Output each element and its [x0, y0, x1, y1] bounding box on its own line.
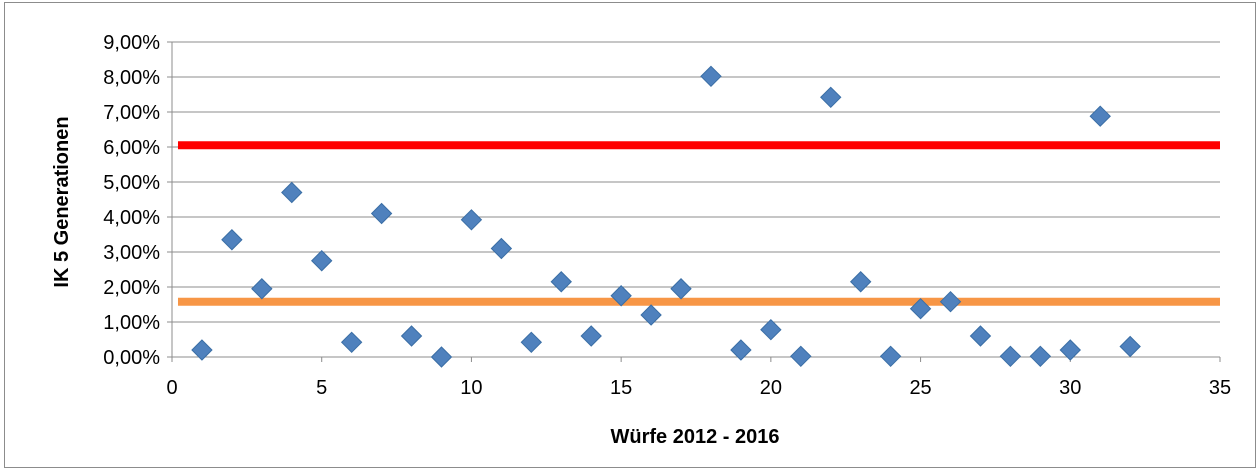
data-point-1 — [191, 339, 213, 361]
data-point-10 — [460, 209, 483, 231]
data-point-30 — [1059, 339, 1081, 361]
data-point-27 — [969, 325, 992, 347]
x-tick-label-6: 30 — [1059, 377, 1081, 399]
chart-frame — [4, 2, 1256, 468]
x-tick-label-2: 10 — [460, 377, 482, 399]
x-tick-label-5: 25 — [909, 377, 931, 399]
data-point-11 — [490, 237, 513, 260]
x-tick-label-0: 0 — [166, 377, 177, 399]
data-point-20 — [760, 318, 782, 341]
y-tick-label-5: 5,00% — [103, 172, 160, 194]
data-point-8 — [400, 325, 423, 347]
data-point-21 — [790, 345, 812, 368]
data-point-19 — [730, 339, 752, 361]
y-tick-label-1: 1,00% — [103, 312, 160, 334]
y-tick-label-0: 0,00% — [103, 347, 160, 369]
x-axis-title: Würfe 2012 - 2016 — [611, 426, 780, 448]
data-point-15 — [610, 285, 632, 307]
data-point-32 — [1119, 335, 1141, 358]
y-tick-label-8: 8,00% — [103, 67, 160, 89]
y-tick-label-9: 9,00% — [103, 32, 160, 54]
y-tick-label-6: 6,00% — [103, 137, 160, 159]
data-point-18 — [700, 65, 722, 88]
x-tick-label-1: 5 — [316, 377, 327, 399]
y-tick-label-7: 7,00% — [103, 102, 160, 124]
y-tick-labels: 0,00% 1,00% 2,00% 3,00% 4,00% 5,00% 6,00% 7,00%… — [103, 32, 160, 369]
data-point-3 — [251, 278, 273, 300]
data-point-13 — [550, 271, 572, 293]
y-tick-label-2: 2,00% — [103, 277, 160, 299]
data-point-9 — [430, 346, 453, 368]
reference-lines — [177, 141, 1220, 306]
y-tick-label-3: 3,00% — [103, 242, 160, 264]
x-tick-label-4: 20 — [760, 377, 782, 399]
data-point-12 — [520, 331, 543, 354]
gridlines — [172, 41, 1220, 358]
y-axis-title: IK 5 Generationen — [51, 116, 73, 287]
y-tick-label-4: 4,00% — [103, 207, 160, 229]
data-point-25 — [909, 297, 932, 320]
data-points — [191, 65, 1141, 368]
x-tick-label-7: 35 — [1209, 377, 1231, 399]
data-point-29 — [1029, 345, 1052, 368]
x-tick-labels: 0 5 10 15 20 25 30 35 — [166, 377, 1231, 399]
data-point-28 — [999, 345, 1022, 368]
data-point-7 — [370, 202, 393, 225]
data-point-31 — [1089, 105, 1111, 127]
data-point-26 — [939, 290, 962, 313]
data-point-6 — [340, 331, 363, 354]
data-point-16 — [640, 304, 662, 326]
data-point-2 — [221, 229, 243, 251]
data-point-4 — [281, 181, 303, 204]
data-point-14 — [580, 325, 602, 347]
data-point-5 — [311, 250, 333, 272]
x-tick-label-3: 15 — [610, 377, 632, 399]
axes — [167, 41, 1221, 362]
data-point-17 — [670, 278, 692, 300]
data-point-23 — [849, 271, 872, 293]
data-point-24 — [879, 345, 902, 368]
data-point-22 — [820, 86, 842, 109]
